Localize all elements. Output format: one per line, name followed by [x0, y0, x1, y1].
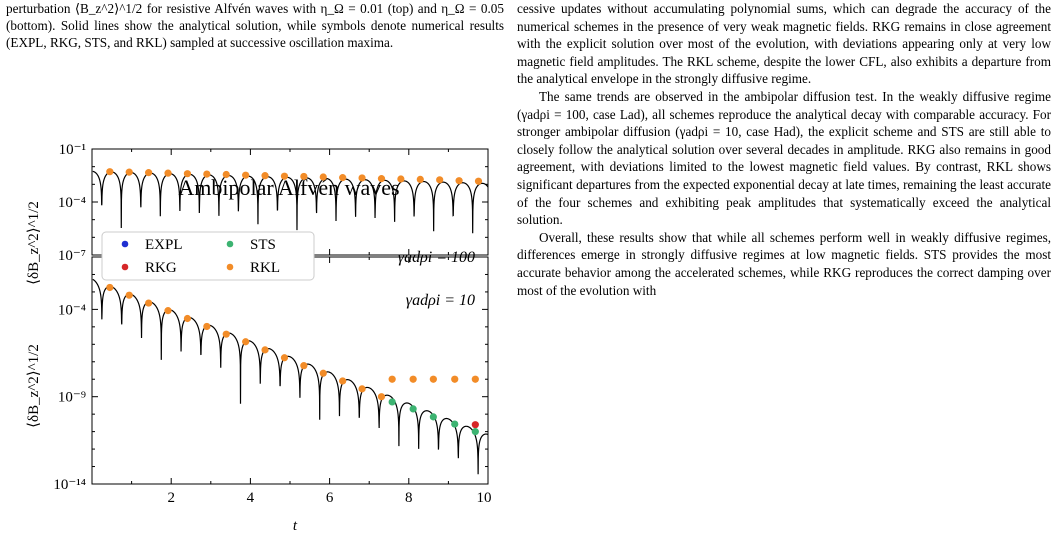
y-axis-label-top: ⟨δB_z^2⟩^1/2 — [26, 201, 42, 285]
figure-caption: perturbation ⟨B_z^2⟩^1/2 for resistive A… — [6, 0, 504, 52]
legend-label-expl: EXPL — [145, 237, 183, 253]
marker-rkl — [280, 172, 289, 180]
legend-label-rkg: RKG — [145, 260, 177, 276]
x-tick-label: 10 — [477, 490, 492, 506]
paragraph-3: Overall, these results show that while a… — [517, 229, 1051, 298]
marker-rkl — [436, 176, 444, 184]
marker-rkl — [183, 170, 192, 178]
marker-rkl — [145, 299, 153, 307]
chart-title: Ambipolar Alfvén waves — [178, 175, 399, 200]
legend: EXPL STS RKG RKL — [101, 231, 315, 281]
marker-rkl — [300, 362, 308, 370]
x-tick-label: 2 — [167, 490, 175, 506]
legend-label-sts: STS — [250, 237, 276, 253]
legend-marker-sts — [226, 240, 234, 248]
legend-label-rkl: RKL — [250, 260, 280, 276]
y-tick-label: 10⁻⁴ — [58, 195, 86, 211]
y-tick-label: 10⁻¹ — [59, 142, 86, 158]
ambipolar-alfven-figure: Ambipolar Alfvén waves 10⁻⁷ 10⁻⁴ 10⁻¹ 10⁻¹… — [26, 142, 492, 534]
marker-rkl — [280, 354, 289, 362]
legend-box — [101, 231, 315, 281]
marker-rkg — [471, 421, 479, 429]
marker-rkl — [164, 307, 172, 315]
x-tick-label: 6 — [326, 490, 334, 506]
marker-rkl — [358, 385, 366, 393]
marker-rkl — [451, 375, 459, 383]
marker-rkl — [471, 375, 479, 383]
marker-rkl — [319, 369, 327, 377]
marker-rkl — [397, 175, 405, 183]
marker-rkl — [416, 175, 424, 184]
marker-rkl — [388, 375, 396, 383]
marker-rkl — [339, 174, 347, 182]
top-panel: 10⁻⁷ 10⁻⁴ 10⁻¹ — [58, 142, 489, 264]
marker-rkl — [125, 168, 133, 176]
body-text-column: cessive updates without accumulating pol… — [517, 0, 1051, 299]
marker-rkl — [429, 375, 437, 383]
marker-rkl — [203, 322, 211, 331]
marker-rkl — [261, 346, 269, 354]
annotation-bottom: γadρi = 10 — [406, 292, 475, 309]
marker-rkl — [164, 169, 172, 177]
marker-rkl — [125, 291, 133, 299]
y-tick-label: 10⁻⁹ — [58, 390, 86, 406]
x-axis-label: t — [293, 518, 298, 534]
bottom-panel: 10⁻¹⁴ 10⁻⁹ 10⁻⁴ 2 4 6 8 10 — [53, 256, 492, 506]
marker-rkl — [319, 173, 327, 181]
paragraph-2: The same trends are observed in the ambi… — [517, 88, 1051, 228]
marker-rkl — [145, 169, 153, 177]
marker-rkl — [242, 171, 250, 179]
marker-rkl — [203, 170, 211, 178]
y-tick-label: 10⁻⁴ — [58, 302, 86, 318]
figure: Ambipolar Alfvén waves 10⁻⁷ 10⁻⁴ 10⁻¹ 10⁻¹… — [0, 0, 520, 538]
marker-rkl — [377, 393, 386, 401]
y-tick-label: 10⁻⁷ — [58, 248, 86, 264]
y-axis-label-bottom: ⟨δB_z^2⟩^1/2 — [26, 344, 42, 428]
legend-marker-rkl — [226, 263, 234, 271]
marker-rkl — [106, 283, 114, 292]
marker-rkl — [183, 314, 192, 323]
marker-sts — [429, 413, 437, 421]
marker-rkl — [222, 330, 230, 338]
marker-sts — [388, 398, 396, 406]
marker-rkl — [300, 172, 308, 181]
x-tick-label: 8 — [405, 490, 413, 506]
marker-rkl — [242, 338, 250, 346]
marker-rkl — [106, 168, 114, 176]
marker-rkl — [222, 170, 230, 179]
marker-sts — [451, 420, 459, 428]
marker-rkl — [377, 175, 386, 183]
y-tick-label: 10⁻¹⁴ — [53, 477, 86, 493]
marker-rkl — [474, 177, 483, 185]
paragraph-1: cessive updates without accumulating pol… — [517, 1, 1051, 87]
marker-rkl — [339, 377, 347, 385]
legend-marker-rkg — [121, 263, 129, 271]
marker-rkl — [409, 375, 417, 383]
marker-rkl — [455, 177, 463, 185]
marker-rkl — [261, 172, 269, 180]
analytical-solution-line — [92, 278, 488, 475]
marker-sts — [471, 428, 479, 436]
marker-rkl — [358, 174, 366, 182]
annotation-top: γadρi = 100 — [398, 249, 475, 266]
caption-text: perturbation ⟨B_z^2⟩^1/2 for resistive A… — [6, 1, 504, 51]
x-tick-label: 4 — [247, 490, 255, 506]
legend-marker-expl — [121, 240, 129, 248]
marker-sts — [409, 405, 417, 413]
